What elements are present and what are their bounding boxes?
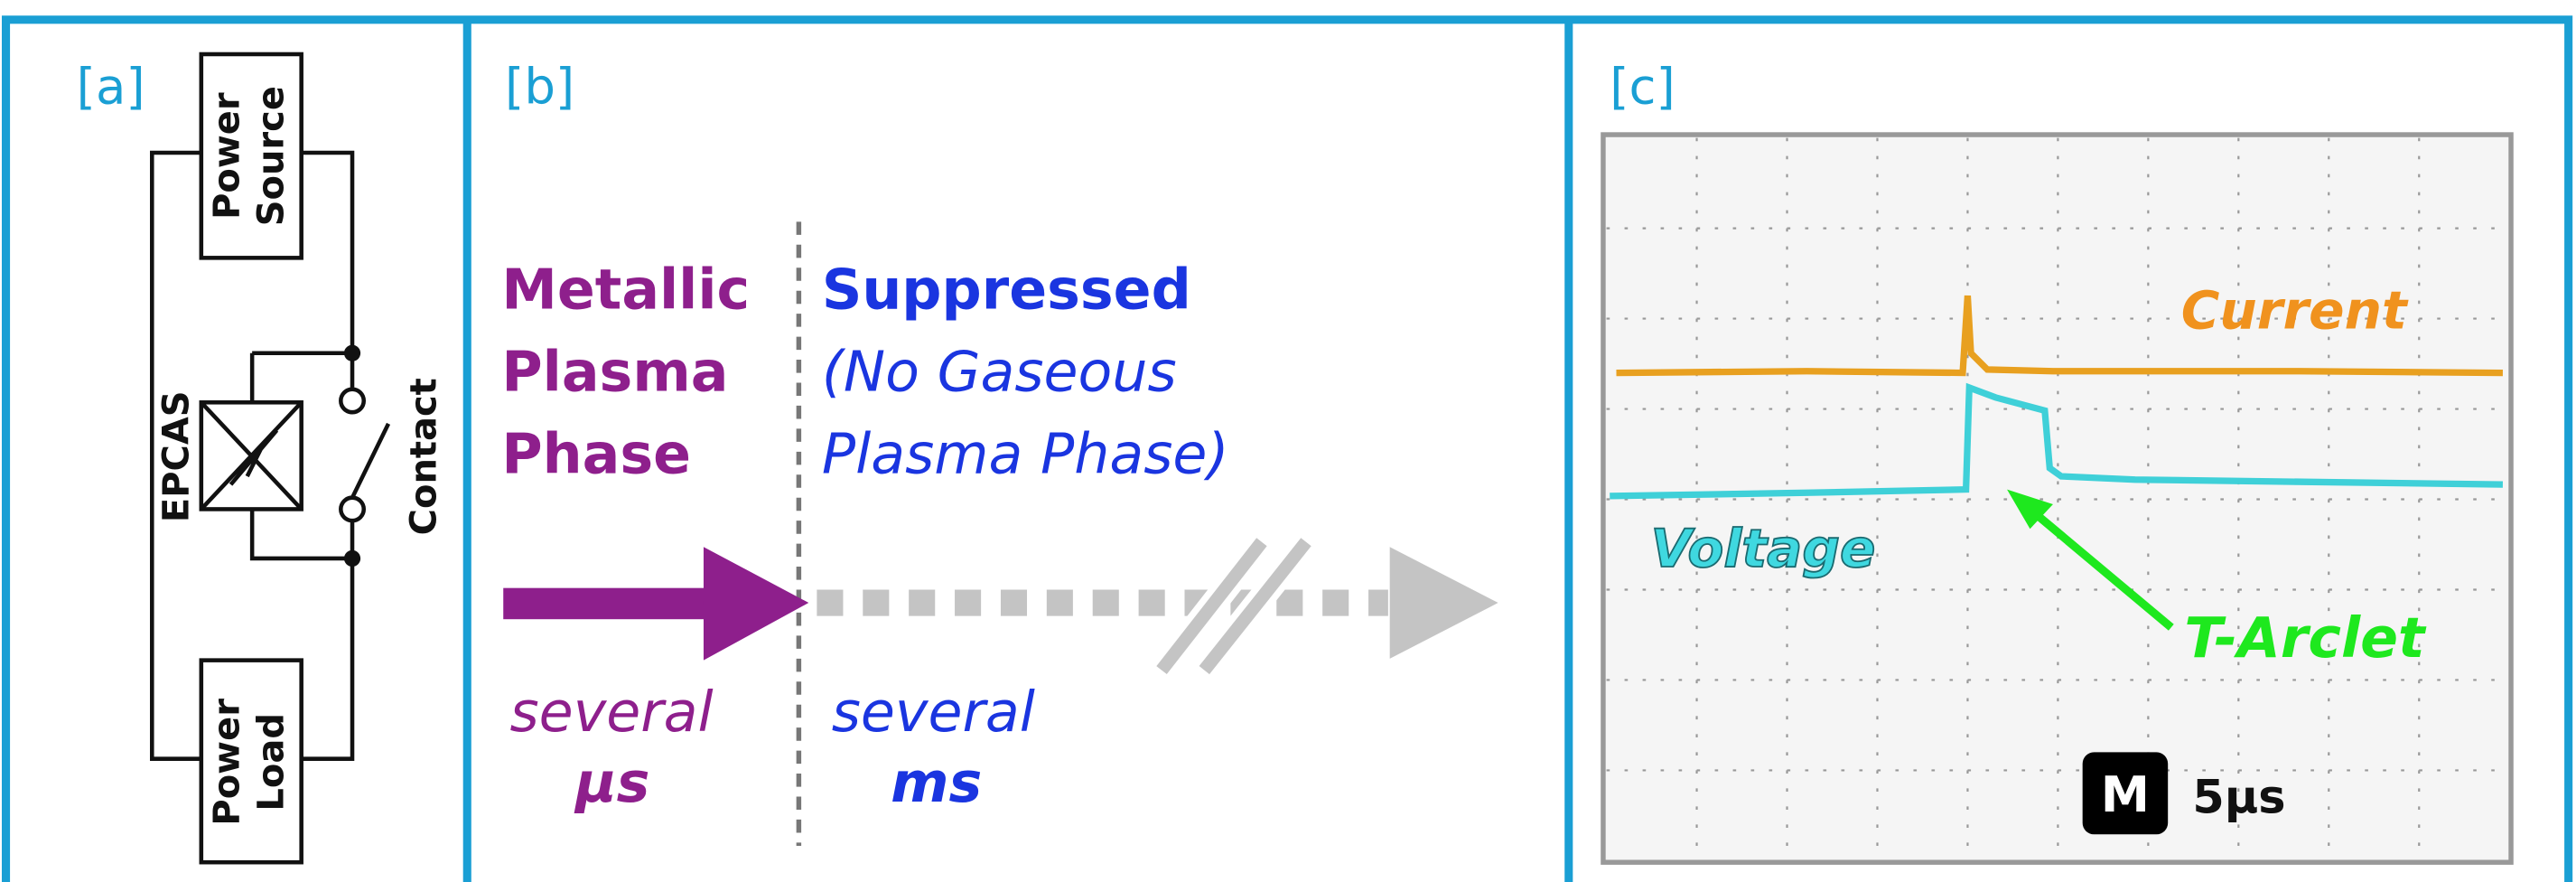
figure: [a] PowerSource EPCAS Contact PowerLoad … — [0, 0, 2576, 882]
right-phase-title: Suppressed — [822, 258, 1191, 323]
right-phase-note: (No Gaseous Plasma Phase) — [822, 340, 1229, 487]
arrow-shaft — [503, 588, 716, 620]
voltage-label: Voltage — [1651, 518, 1876, 579]
current-label: Current — [2181, 280, 2409, 342]
switch-terminal — [341, 498, 363, 521]
contact-text: Contact — [404, 378, 445, 535]
line: μs — [574, 750, 649, 815]
panel-label: [c] — [1610, 58, 1675, 116]
line: several — [832, 680, 1035, 745]
panel-label: [b] — [505, 58, 574, 116]
line: Load — [251, 713, 293, 812]
junction — [344, 550, 360, 567]
timebase: 5μs — [2192, 772, 2285, 825]
line: (No Gaseous — [822, 340, 1177, 405]
line: Metallic — [501, 258, 750, 323]
epcas-symbol — [201, 402, 302, 509]
line: Plasma — [501, 340, 728, 405]
panel-label: [a] — [77, 58, 145, 116]
line: several — [510, 680, 714, 745]
page: [a] PowerSource EPCAS Contact PowerLoad … — [0, 0, 2576, 882]
arclet-label: T-Arclet — [2184, 605, 2427, 671]
line: Power — [207, 92, 248, 220]
line: Source — [251, 86, 293, 226]
line: Plasma Phase) — [822, 421, 1229, 486]
timebase-badge: M — [2101, 765, 2150, 823]
dashed-arrow-head — [1390, 547, 1498, 659]
line: Power — [207, 699, 248, 826]
switch-blade — [352, 424, 388, 498]
switch-terminal — [341, 389, 363, 412]
left-phase: Metallic Plasma Phase — [501, 258, 750, 487]
arrow-head — [704, 547, 808, 660]
junction — [344, 345, 360, 361]
epcas-text: EPCAS — [155, 390, 197, 522]
line: ms — [891, 750, 982, 815]
line: Phase — [501, 421, 691, 486]
